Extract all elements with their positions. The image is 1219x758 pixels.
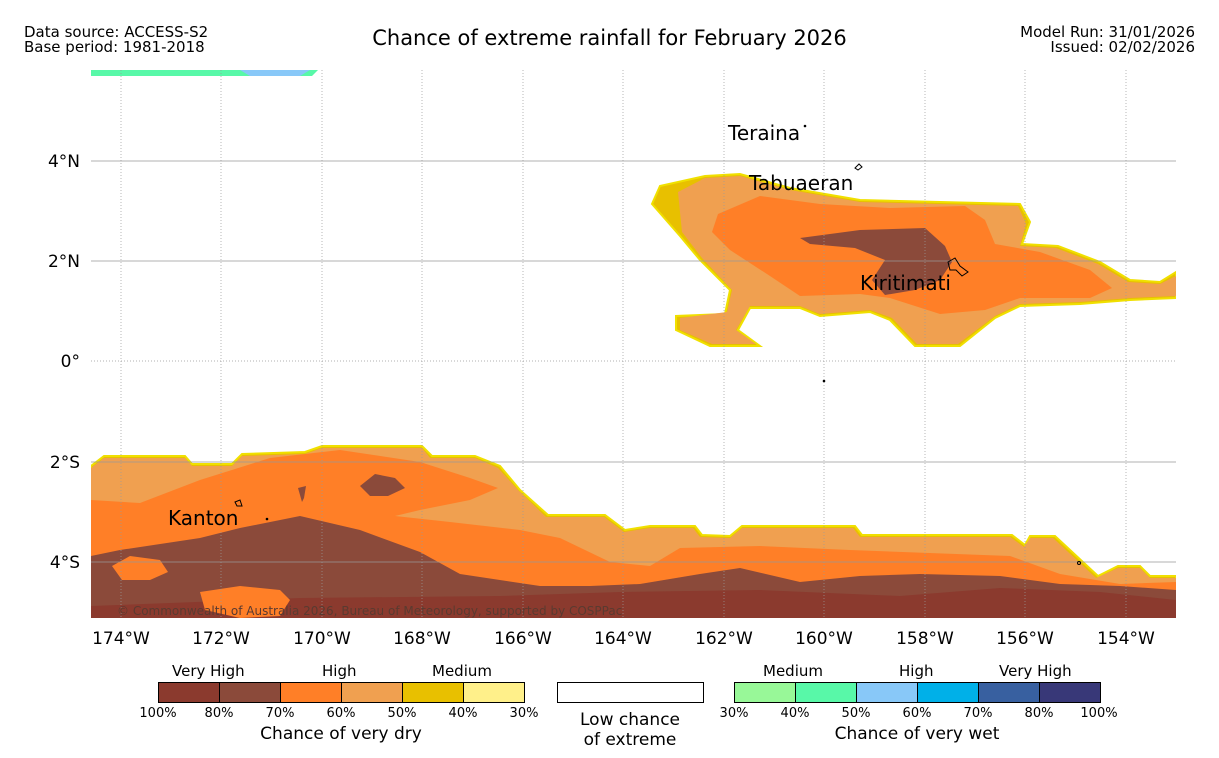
place-label-tabuaeran: Tabuaeran: [748, 171, 853, 195]
wet-swatch: [978, 682, 1040, 703]
wet-swatch: [1039, 682, 1101, 703]
place-label-teraina: Teraina: [727, 121, 800, 145]
wet-tick: 100%: [1080, 706, 1118, 721]
longitude-labels: 174°W 172°W 170°W 168°W 166°W 164°W 162°…: [92, 629, 1155, 649]
wet-legend-title: Chance of very wet: [834, 724, 1000, 744]
lon-label: 172°W: [192, 629, 250, 649]
wet-category-medium: Medium: [763, 662, 823, 680]
latitude-labels: 4°N 2°N 0° 2°S 4°S: [48, 152, 80, 573]
lon-label: 158°W: [896, 629, 954, 649]
wet-tick: 80%: [1024, 706, 1054, 721]
dry-swatch: [402, 682, 464, 703]
lon-label: 166°W: [494, 629, 552, 649]
dry-tick: 30%: [509, 706, 539, 721]
wet-swatch: [917, 682, 979, 703]
lon-label: 160°W: [795, 629, 853, 649]
tabuaeran-island: [854, 163, 863, 171]
copyright-text: © Commonwealth of Australia 2026, Bureau…: [117, 604, 622, 618]
dry-tick: 40%: [448, 706, 478, 721]
dry-tick: 70%: [265, 706, 295, 721]
data-source-text: Data source: ACCESS-S2: [24, 23, 209, 41]
wet-swatch: [734, 682, 796, 703]
base-period-text: Base period: 1981-2018: [24, 38, 205, 56]
dry-tick: 50%: [387, 706, 417, 721]
graticule: [91, 70, 1176, 618]
low-chance-swatch: [557, 682, 704, 703]
dry-region-south-70: [91, 516, 1176, 618]
lon-label: 154°W: [1097, 629, 1155, 649]
lon-label: 162°W: [695, 629, 753, 649]
dry-tick: 100%: [139, 706, 177, 721]
lat-label: 0°: [61, 352, 80, 372]
dry-swatch: [341, 682, 403, 703]
lat-label: 4°N: [48, 152, 80, 172]
dry-region-north-70: [800, 228, 952, 295]
low-chance-label-2: of extreme: [583, 730, 677, 750]
issued-text: Issued: 02/02/2026: [1050, 38, 1195, 56]
lon-label: 168°W: [393, 629, 451, 649]
lat-label: 4°S: [50, 553, 80, 573]
wet-region-north-core: [240, 70, 310, 76]
map-title: Chance of extreme rainfall for February …: [372, 26, 847, 50]
place-label-kanton: Kanton: [168, 506, 238, 530]
dry-swatch: [280, 682, 342, 703]
place-label-kiritimati: Kiritimati: [860, 271, 951, 295]
dry-category-high: High: [322, 662, 357, 680]
lon-label: 156°W: [996, 629, 1054, 649]
dry-swatch: [219, 682, 281, 703]
wet-tick: 70%: [963, 706, 993, 721]
wet-category-high: High: [899, 662, 934, 680]
low-chance-label-1: Low chance: [580, 710, 680, 730]
wet-swatch: [856, 682, 918, 703]
kiritimati-island: [947, 257, 969, 277]
wet-swatch: [795, 682, 857, 703]
kanton-island: [234, 499, 243, 507]
dry-legend-title: Chance of very dry: [260, 724, 422, 744]
model-run-text: Model Run: 31/01/2026: [1020, 23, 1195, 41]
lon-label: 164°W: [594, 629, 652, 649]
lon-label: 170°W: [293, 629, 351, 649]
lat-label: 2°N: [48, 252, 80, 272]
dry-category-medium: Medium: [432, 662, 492, 680]
dry-swatch: [158, 682, 220, 703]
dry-pocket-central: [360, 474, 405, 496]
place-labels: Teraina Tabuaeran Kiritimati Kanton: [168, 121, 951, 530]
wet-tick: 50%: [841, 706, 871, 721]
map-fill-layer: [91, 70, 1176, 618]
dry-tick: 80%: [204, 706, 234, 721]
lat-label: 2°S: [50, 453, 80, 473]
lon-label: 174°W: [92, 629, 150, 649]
islands: [234, 124, 1081, 565]
wet-category-very-high: Very High: [999, 662, 1072, 680]
dry-swatch: [463, 682, 525, 703]
dry-tick: 60%: [326, 706, 356, 721]
wet-tick: 30%: [719, 706, 749, 721]
wet-tick: 40%: [780, 706, 810, 721]
dry-region-south-80: [91, 588, 1176, 618]
wet-tick: 60%: [902, 706, 932, 721]
dry-pocket-small: [298, 486, 306, 502]
dry-category-very-high: Very High: [172, 662, 245, 680]
dry-pocket-kanton: [200, 586, 290, 618]
